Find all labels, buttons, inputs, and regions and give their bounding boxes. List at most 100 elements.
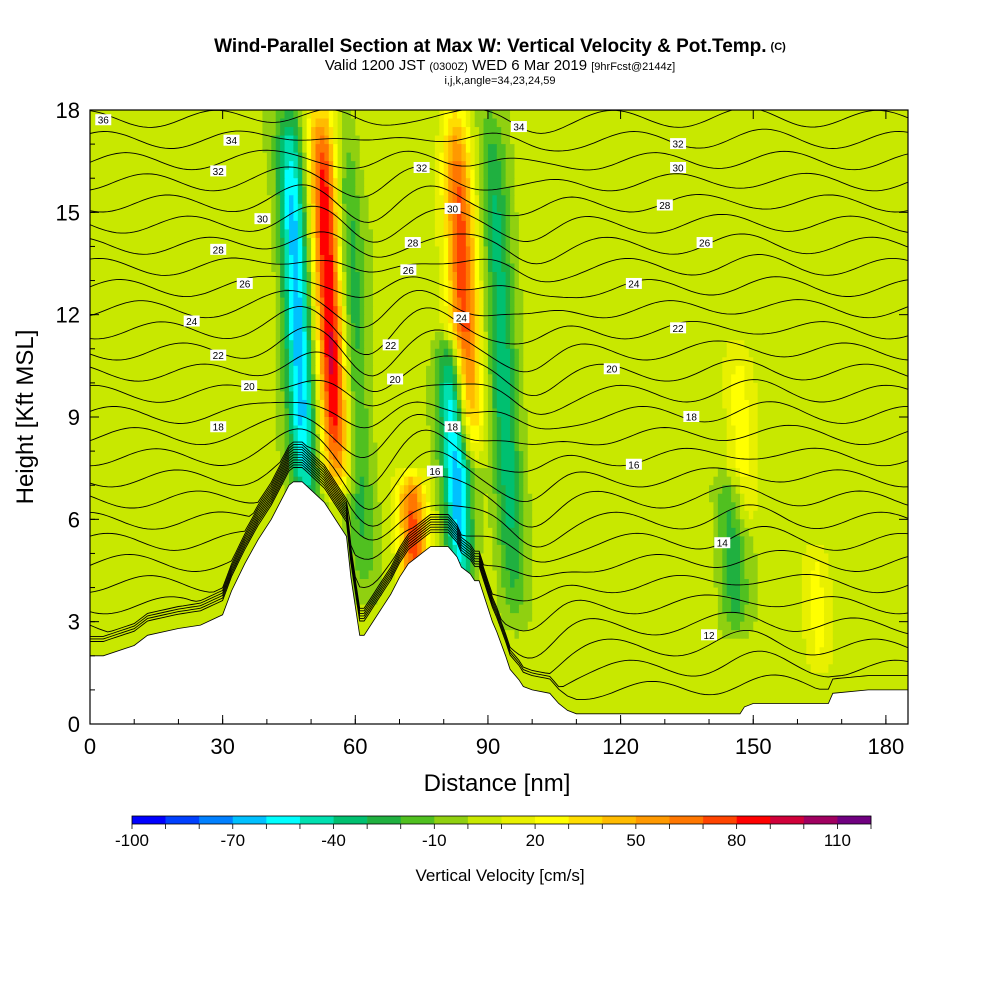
- field-cell: [514, 135, 520, 145]
- field-cell: [779, 280, 785, 290]
- field-cell: [563, 263, 569, 273]
- field-cell: [549, 144, 555, 154]
- field-cell: [324, 220, 330, 230]
- field-cell: [103, 237, 109, 248]
- field-cell: [779, 272, 785, 282]
- field-cell: [417, 110, 423, 120]
- field-cell: [815, 229, 821, 239]
- field-cell: [846, 237, 852, 248]
- field-cell: [90, 178, 96, 188]
- field-cell: [620, 212, 626, 222]
- field-cell: [775, 246, 781, 256]
- field-cell: [863, 118, 869, 128]
- field-cell: [770, 254, 776, 265]
- field-cell: [726, 272, 732, 282]
- field-cell: [169, 306, 175, 316]
- field-cell: [315, 144, 321, 154]
- field-cell: [854, 152, 860, 162]
- field-cell: [709, 297, 715, 307]
- field-cell: [660, 169, 666, 179]
- field-cell: [297, 272, 303, 282]
- field-cell: [793, 186, 799, 196]
- field-cell: [744, 331, 750, 341]
- field-cell: [549, 297, 555, 307]
- field-cell: [151, 237, 157, 248]
- field-cell: [213, 110, 219, 120]
- field-cell: [258, 127, 264, 137]
- field-cell: [227, 254, 233, 265]
- field-cell: [448, 297, 454, 307]
- field-cell: [390, 220, 396, 230]
- field-cell: [297, 161, 303, 171]
- field-cell: [483, 169, 489, 179]
- field-cell: [143, 110, 149, 120]
- field-cell: [324, 323, 330, 333]
- field-cell: [580, 186, 586, 196]
- field-cell: [881, 178, 887, 188]
- field-cell: [788, 110, 794, 120]
- field-cell: [143, 186, 149, 196]
- field-cell: [541, 110, 547, 120]
- field-cell: [487, 297, 493, 307]
- field-cell: [532, 195, 538, 205]
- field-cell: [797, 135, 803, 145]
- field-cell: [549, 237, 555, 248]
- field-cell: [496, 229, 502, 239]
- field-cell: [558, 178, 564, 188]
- field-cell: [271, 127, 277, 137]
- field-cell: [793, 110, 799, 120]
- field-cell: [784, 289, 790, 299]
- field-cell: [129, 272, 135, 282]
- field-cell: [691, 178, 697, 188]
- field-cell: [505, 237, 511, 248]
- field-cell: [227, 144, 233, 154]
- field-cell: [602, 135, 608, 145]
- field-cell: [262, 263, 268, 273]
- field-cell: [810, 263, 816, 273]
- field-cell: [594, 169, 600, 179]
- field-cell: [350, 331, 356, 341]
- field-cell: [297, 118, 303, 128]
- field-cell: [682, 203, 688, 213]
- field-cell: [682, 263, 688, 273]
- field-cell: [691, 297, 697, 307]
- field-cell: [399, 169, 405, 179]
- field-cell: [709, 203, 715, 213]
- field-cell: [518, 229, 524, 239]
- field-cell: [620, 161, 626, 171]
- field-cell: [350, 195, 356, 205]
- field-cell: [633, 289, 639, 299]
- field-cell: [854, 323, 860, 333]
- field-cell: [695, 118, 701, 128]
- field-cell: [903, 152, 908, 162]
- field-cell: [731, 178, 737, 188]
- field-cell: [112, 195, 118, 205]
- field-cell: [492, 323, 498, 333]
- field-cell: [284, 195, 290, 205]
- field-cell: [841, 229, 847, 239]
- field-cell: [660, 246, 666, 256]
- field-cell: [801, 110, 807, 120]
- field-cell: [253, 306, 259, 316]
- field-cell: [549, 110, 555, 120]
- field-cell: [638, 195, 644, 205]
- field-cell: [288, 127, 294, 137]
- field-cell: [496, 323, 502, 333]
- field-cell: [616, 289, 622, 299]
- field-cell: [567, 195, 573, 205]
- field-cell: [678, 118, 684, 128]
- field-cell: [731, 195, 737, 205]
- field-cell: [280, 314, 286, 324]
- field-cell: [801, 263, 807, 273]
- field-cell: [178, 118, 184, 128]
- field-cell: [709, 135, 715, 145]
- field-cell: [744, 254, 750, 265]
- field-cell: [841, 254, 847, 265]
- field-cell: [222, 272, 228, 282]
- field-cell: [872, 127, 878, 137]
- field-cell: [739, 127, 745, 137]
- field-cell: [899, 323, 905, 333]
- field-cell: [784, 212, 790, 222]
- field-cell: [324, 331, 330, 341]
- field-cell: [209, 306, 215, 316]
